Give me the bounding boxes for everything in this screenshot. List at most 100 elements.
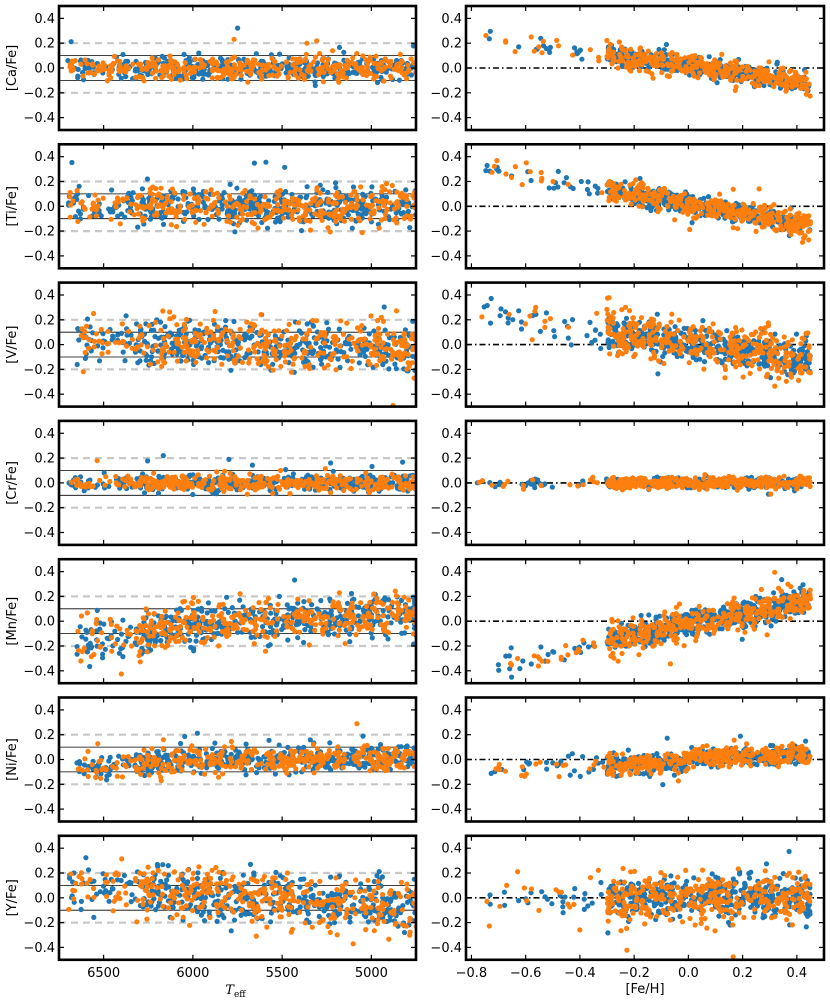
scatter-point [293, 333, 299, 339]
scatter-point [715, 329, 722, 335]
scatter-point [375, 317, 381, 324]
scatter-point [333, 367, 339, 373]
scatter-point [335, 71, 341, 77]
scatter-point [687, 226, 693, 233]
scatter-point [267, 214, 273, 220]
scatter-point [627, 329, 634, 335]
scatter-point [172, 208, 178, 214]
scatter-point [631, 353, 637, 360]
scatter-point [706, 54, 712, 60]
y-tick-label: −0.2 [23, 225, 55, 240]
scatter-point [546, 46, 553, 52]
scatter-point [303, 349, 309, 355]
scatter-point [705, 194, 712, 200]
scatter-point [232, 229, 238, 235]
scatter-point [113, 204, 119, 210]
scatter-point [805, 228, 812, 234]
scatter-point [197, 333, 203, 340]
scatter-point [770, 335, 776, 341]
scatter-point [783, 80, 789, 86]
scatter-point [715, 202, 722, 208]
scatter-point [778, 82, 785, 88]
scatter-point [654, 311, 660, 317]
scatter-point [607, 331, 613, 337]
scatter-point [348, 346, 354, 352]
scatter-point [674, 195, 680, 201]
scatter-point [303, 202, 309, 208]
scatter-point [391, 351, 397, 358]
scatter-point [208, 329, 214, 335]
scatter-point [732, 351, 739, 357]
scatter-point [127, 209, 133, 215]
scatter-point [531, 48, 537, 54]
scatter-point [658, 50, 665, 56]
scatter-point [772, 383, 778, 389]
scatter-point [730, 186, 736, 192]
scatter-point [174, 358, 180, 364]
scatter-point [390, 337, 396, 343]
scatter-point [105, 349, 111, 355]
scatter-point [259, 76, 265, 82]
scatter-point [767, 375, 774, 381]
scatter-point [159, 363, 165, 369]
scatter-point [782, 358, 788, 364]
scatter-point [678, 202, 685, 208]
scatter-point [207, 337, 213, 343]
scatter-point [255, 225, 261, 231]
scatter-point [743, 353, 749, 359]
scatter-point [518, 319, 525, 325]
scatter-point [795, 221, 801, 227]
y-tick-label: 0.2 [441, 37, 462, 52]
scatter-point [733, 324, 739, 331]
scatter-point [763, 337, 769, 343]
scatter-point [766, 77, 773, 83]
scatter-point [230, 335, 236, 341]
scatter-point [627, 182, 633, 188]
scatter-point [105, 328, 111, 334]
scatter-point [767, 353, 773, 359]
scatter-point [333, 200, 339, 206]
scatter-point [394, 66, 400, 73]
scatter-point [385, 331, 391, 337]
scatter-point [799, 239, 806, 245]
scatter-point [304, 184, 310, 190]
scatter-point [310, 317, 316, 324]
scatter-point [180, 328, 186, 334]
scatter-point [706, 68, 712, 74]
scatter-point [370, 351, 376, 357]
scatter-point [196, 65, 203, 71]
scatter-point [366, 331, 372, 337]
scatter-point [643, 68, 649, 74]
scatter-point [187, 70, 193, 76]
scatter-point [528, 34, 534, 40]
scatter-point [122, 358, 128, 364]
scatter-point [123, 63, 129, 69]
scatter-point [342, 63, 348, 69]
scatter-point [665, 190, 671, 196]
y-tick-label: 0.4 [34, 150, 55, 165]
scatter-point [737, 362, 743, 368]
scatter-point [130, 190, 136, 196]
scatter-point [249, 462, 255, 468]
scatter-point [638, 315, 645, 321]
scatter-point [762, 330, 768, 336]
scatter-point [711, 350, 717, 356]
scatter-point [698, 201, 704, 207]
scatter-point [163, 200, 169, 206]
scatter-point [68, 202, 74, 208]
scatter-point [698, 210, 705, 217]
scatter-point [394, 189, 400, 195]
scatter-point [244, 68, 250, 74]
scatter-point [308, 62, 314, 68]
scatter-point [368, 313, 374, 319]
scatter-point [698, 345, 704, 351]
scatter-point [86, 337, 93, 343]
scatter-point [255, 360, 261, 367]
scatter-point [503, 171, 509, 177]
scatter-point [373, 198, 379, 204]
scatter-point [104, 341, 110, 347]
scatter-point [587, 47, 593, 53]
scatter-point [404, 193, 410, 199]
scatter-point [338, 68, 344, 74]
scatter-point [208, 187, 214, 193]
